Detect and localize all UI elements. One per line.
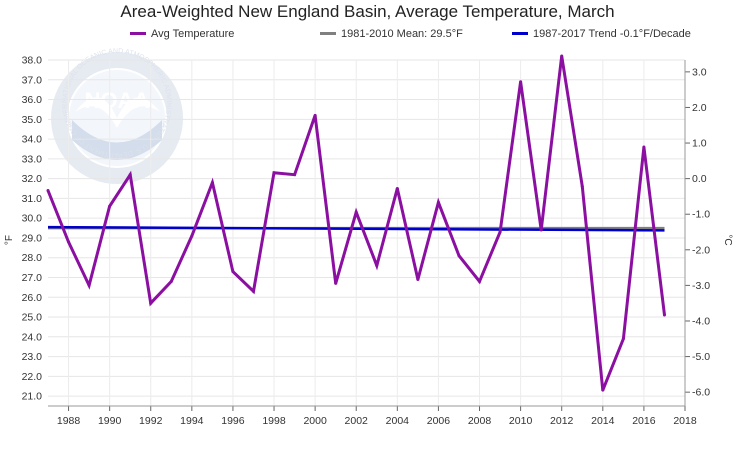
y-axis-left-labels: 21.0 22.0 23.0 24.0 25.0 26.0 27.0 28.0 29.0 30.0… (22, 55, 43, 403)
y-right-tick-label: -6.0 (692, 387, 710, 399)
data-point-avg-temperature[interactable] (87, 283, 91, 287)
x-tick-label: 2018 (673, 415, 697, 427)
x-tick-label: 2006 (427, 415, 451, 427)
axes (48, 60, 690, 411)
y-axis-right-title: °C (722, 234, 733, 245)
data-point-avg-temperature[interactable] (149, 301, 153, 305)
data-point-avg-temperature[interactable] (46, 188, 50, 192)
y-left-tick-label: 36.0 (22, 94, 43, 106)
x-tick-label: 2010 (509, 415, 533, 427)
legend-label-avg: Avg Temperature (151, 28, 235, 40)
y-axis-left-title: °F (4, 235, 15, 245)
data-point-avg-temperature[interactable] (457, 254, 461, 258)
data-point-avg-temperature[interactable] (560, 54, 564, 58)
y-left-tick-label: 24.0 (22, 331, 43, 343)
legend: Avg Temperature 1981-2010 Mean: 29.5°F 1… (0, 28, 735, 46)
y-right-tick-label: -1.0 (692, 209, 710, 221)
y-right-tick-label: 0.0 (692, 173, 707, 185)
y-left-tick-label: 30.0 (22, 213, 43, 225)
data-point-avg-temperature[interactable] (642, 145, 646, 149)
y-left-tick-label: 37.0 (22, 74, 43, 86)
x-tick-label: 2012 (550, 415, 574, 427)
data-point-avg-temperature[interactable] (539, 228, 543, 232)
x-tick-label: 1994 (180, 415, 204, 427)
y-right-tick-label: -2.0 (692, 244, 710, 256)
y-left-tick-label: 32.0 (22, 173, 43, 185)
y-left-tick-label: 27.0 (22, 272, 43, 284)
y-right-tick-label: 2.0 (692, 102, 707, 114)
data-point-avg-temperature[interactable] (128, 173, 132, 177)
legend-item-avg-temperature[interactable]: Avg Temperature (130, 28, 234, 40)
y-right-tick-label: 3.0 (692, 66, 707, 78)
y-left-tick-label: 29.0 (22, 232, 43, 244)
y-left-tick-label: 21.0 (22, 391, 43, 403)
data-point-avg-temperature[interactable] (375, 264, 379, 268)
data-point-avg-temperature[interactable] (231, 270, 235, 274)
x-tick-label: 1988 (57, 415, 81, 427)
data-point-avg-temperature[interactable] (436, 200, 440, 204)
noaa-logo-text: NOAA (85, 88, 150, 113)
data-point-avg-temperature[interactable] (313, 113, 317, 117)
y-left-tick-label: 31.0 (22, 193, 43, 205)
y-left-tick-label: 38.0 (22, 55, 43, 67)
x-tick-label: 2014 (591, 415, 615, 427)
x-tick-label: 1996 (221, 415, 245, 427)
data-point-avg-temperature[interactable] (272, 171, 276, 175)
data-point-avg-temperature[interactable] (67, 240, 71, 244)
y-left-tick-label: 26.0 (22, 292, 43, 304)
x-tick-label: 1992 (139, 415, 163, 427)
y-left-tick-label: 28.0 (22, 252, 43, 264)
data-point-avg-temperature[interactable] (251, 289, 255, 293)
x-tick-label: 2002 (345, 415, 369, 427)
data-point-avg-temperature[interactable] (621, 337, 625, 341)
data-point-avg-temperature[interactable] (395, 187, 399, 191)
data-point-avg-temperature[interactable] (169, 279, 173, 283)
data-point-avg-temperature[interactable] (108, 204, 112, 208)
x-tick-label: 2008 (468, 415, 492, 427)
legend-swatch-avg (130, 31, 146, 35)
series-line-trend[interactable] (47, 225, 665, 232)
x-tick-label: 1990 (98, 415, 122, 427)
legend-label-mean: 1981-2010 Mean: 29.5°F (341, 28, 463, 40)
series-layer (46, 54, 666, 392)
y-right-tick-label: -3.0 (692, 280, 710, 292)
data-point-avg-temperature[interactable] (498, 230, 502, 234)
data-point-avg-temperature[interactable] (210, 181, 214, 185)
legend-item-trend[interactable]: 1987-2017 Trend -0.1°F/Decade (512, 28, 691, 40)
noaa-logo-watermark: NOAA NATIONAL OCEANIC AND ATMOSPHERIC AD… (0, 0, 183, 184)
x-tick-label: 2000 (303, 415, 327, 427)
data-point-avg-temperature[interactable] (354, 210, 358, 214)
data-point-avg-temperature[interactable] (580, 185, 584, 189)
legend-swatch-trend (512, 31, 528, 35)
x-tick-label: 1998 (262, 415, 286, 427)
y-left-tick-label: 33.0 (22, 153, 43, 165)
legend-item-mean[interactable]: 1981-2010 Mean: 29.5°F (320, 28, 463, 40)
y-left-tick-label: 22.0 (22, 371, 43, 383)
data-point-avg-temperature[interactable] (334, 281, 338, 285)
data-point-avg-temperature[interactable] (601, 388, 605, 392)
data-point-avg-temperature[interactable] (662, 313, 666, 317)
chart-title: Area-Weighted New England Basin, Average… (120, 2, 615, 21)
y-axis-right-labels: -6.0 -5.0 -4.0 -3.0 -2.0 -1.0 0.0 1.0 2.0 3.0 (692, 66, 710, 398)
x-tick-label: 2004 (386, 415, 410, 427)
y-left-tick-label: 34.0 (22, 134, 43, 146)
data-point-avg-temperature[interactable] (190, 234, 194, 238)
y-right-tick-label: 1.0 (692, 138, 707, 150)
y-left-tick-label: 25.0 (22, 312, 43, 324)
y-right-tick-label: -4.0 (692, 315, 710, 327)
legend-label-trend: 1987-2017 Trend -0.1°F/Decade (533, 28, 691, 40)
legend-swatch-mean (320, 31, 336, 35)
data-point-avg-temperature[interactable] (293, 173, 297, 177)
x-axis-labels: 1988 1990 1992 1994 1996 1998 2000 2002 2004 2006… (57, 415, 697, 427)
data-point-avg-temperature[interactable] (478, 279, 482, 283)
data-point-avg-temperature[interactable] (416, 277, 420, 281)
x-tick-label: 2016 (632, 415, 656, 427)
y-left-tick-label: 35.0 (22, 114, 43, 126)
y-right-tick-label: -5.0 (692, 351, 710, 363)
data-point-avg-temperature[interactable] (519, 80, 523, 84)
y-left-tick-label: 23.0 (22, 351, 43, 363)
